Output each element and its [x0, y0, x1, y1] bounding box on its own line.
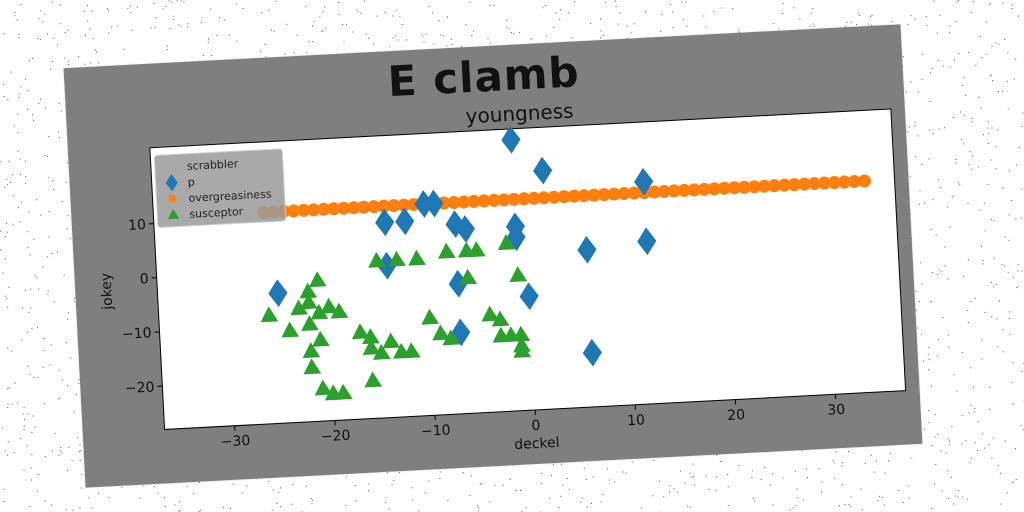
- point-susceptor: [421, 308, 440, 325]
- point-susceptor: [382, 332, 401, 349]
- legend-marker-susceptor: [167, 208, 180, 220]
- point-susceptor: [388, 250, 406, 267]
- point-susceptor: [330, 302, 349, 319]
- y-tick-label: 10: [128, 217, 147, 234]
- point-susceptor: [362, 339, 381, 355]
- point-susceptor: [509, 266, 528, 283]
- point-overgreasiness: [858, 174, 872, 188]
- point-susceptor: [432, 324, 450, 341]
- point-susceptor: [281, 321, 300, 338]
- data-marks: [257, 125, 872, 401]
- point-susceptor: [491, 310, 510, 327]
- point-p: [637, 227, 657, 256]
- point-susceptor: [301, 315, 319, 332]
- point-susceptor: [320, 297, 339, 314]
- point-susceptor: [300, 293, 318, 310]
- point-p: [577, 235, 597, 264]
- legend-marker-p: [165, 174, 178, 192]
- point-p: [424, 189, 444, 218]
- point-susceptor: [497, 234, 516, 251]
- x-axis-ticks: −30 −20 −10 0 10 20 30: [220, 394, 846, 451]
- legend-label-susceptor: susceptor: [189, 205, 244, 221]
- x-axis-label: deckel: [514, 435, 560, 453]
- legend-label-p: p: [187, 176, 195, 189]
- point-susceptor: [408, 249, 426, 266]
- point-p: [506, 223, 526, 252]
- point-susceptor: [334, 383, 353, 400]
- point-susceptor: [260, 306, 279, 323]
- point-p: [634, 167, 654, 196]
- legend-label-overgreasiness: overgreasiness: [188, 187, 272, 204]
- point-susceptor: [303, 358, 322, 375]
- chart-svg: youngness −30 −20 −10 0 10 20 30 −20 −10 0 10 dec…: [98, 99, 907, 453]
- point-p: [451, 318, 471, 347]
- y-axis-label: jokey: [98, 272, 116, 311]
- x-tick-label: 10: [627, 412, 646, 429]
- y-tick-label: −20: [124, 380, 154, 398]
- legend-box: [153, 148, 287, 228]
- point-p: [519, 282, 539, 311]
- point-susceptor: [308, 271, 327, 288]
- point-p: [375, 208, 395, 237]
- point-susceptor: [364, 371, 383, 388]
- point-susceptor: [373, 343, 391, 360]
- point-susceptor: [481, 305, 500, 322]
- point-susceptor: [312, 330, 330, 347]
- point-susceptor: [314, 379, 333, 396]
- legend-marker-overgreasiness: [168, 194, 177, 203]
- y-tick-label: −10: [122, 325, 152, 343]
- point-p: [533, 156, 553, 185]
- axes-title: youngness: [465, 99, 574, 129]
- x-tick-label: 30: [827, 402, 846, 419]
- point-susceptor: [368, 251, 386, 268]
- point-p: [395, 207, 415, 236]
- y-tick-label: 0: [139, 271, 149, 287]
- x-tick-label: 0: [531, 418, 541, 434]
- point-p: [501, 125, 521, 154]
- x-tick-label: −30: [220, 433, 250, 451]
- point-p: [268, 279, 288, 308]
- x-tick-label: −10: [421, 422, 451, 440]
- point-susceptor: [403, 342, 421, 359]
- point-p: [582, 338, 602, 367]
- point-susceptor: [513, 341, 532, 358]
- chart-figure: E clamb youngness −30 −20 −10 0 10 20 30 −20 −1…: [63, 24, 923, 488]
- point-susceptor: [442, 329, 461, 346]
- point-susceptor: [437, 242, 456, 259]
- series-susceptor: [260, 234, 532, 401]
- point-susceptor: [459, 268, 478, 285]
- y-axis-ticks: −20 −10 0 10: [122, 217, 163, 398]
- point-susceptor: [302, 342, 321, 359]
- x-tick-label: 20: [727, 407, 746, 424]
- legend-label-scrabbler: scrabbler: [187, 157, 239, 173]
- point-susceptor: [468, 241, 486, 258]
- x-tick-label: −20: [321, 428, 351, 446]
- point-susceptor: [351, 323, 370, 340]
